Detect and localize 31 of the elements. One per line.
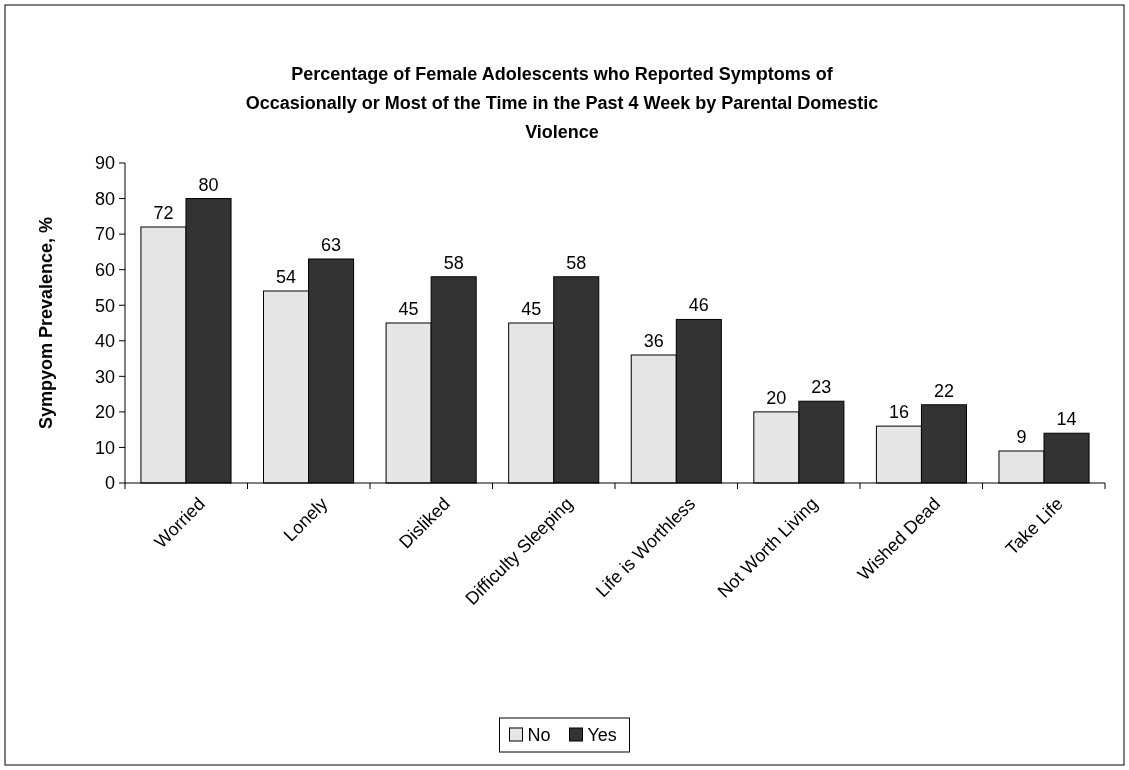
y-tick-label: 30 [94,366,115,387]
data-label: 46 [688,295,709,316]
y-tick-label: 0 [104,473,115,494]
data-label: 58 [443,252,464,273]
data-label: 9 [1016,427,1027,447]
data-label: 45 [398,299,419,319]
data-label: 23 [811,377,832,398]
y-tick-label: 90 [94,153,115,174]
data-label: 16 [888,402,909,423]
data-label: 14 [1056,409,1077,430]
y-tick-label: 20 [94,402,115,423]
y-tick-label: 40 [94,331,115,352]
y-tick-label: 10 [94,437,115,458]
y-tick-label: 70 [94,224,115,245]
data-label: 58 [566,252,587,273]
data-label: 54 [276,267,297,287]
data-label: 72 [153,203,174,223]
y-tick-label: 60 [94,259,115,280]
legend-label: No [527,725,551,746]
data-label: 22 [933,380,954,401]
data-label: 20 [766,387,787,408]
x-tick-label: Take Life [1001,493,1067,559]
data-label: 80 [198,174,219,195]
data-label: 36 [643,331,664,351]
y-tick-label: 80 [94,188,115,209]
data-label: 45 [521,299,542,319]
y-axis-title: Sympyom Prevalence, % [36,216,56,430]
chart-title: Percentage of Female Adolescents who Reported Symptoms of Occasionally or Most of the Time in the Past 4 Week by Parental Domestic Violence [245,64,879,142]
legend-label: Yes [587,725,617,746]
y-tick-label: 50 [94,295,115,316]
data-label: 63 [321,235,342,255]
